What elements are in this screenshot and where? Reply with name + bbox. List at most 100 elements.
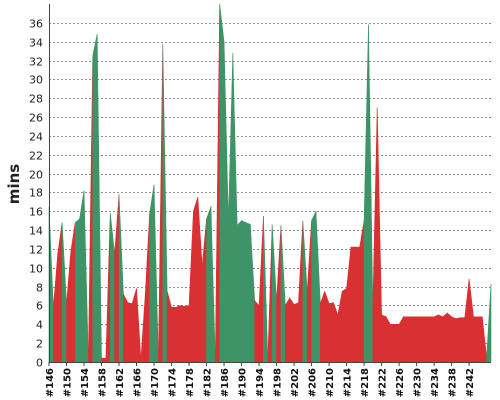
build-area-segment bbox=[184, 305, 190, 363]
build-area-segment bbox=[193, 197, 199, 363]
x-tick-label: #214 bbox=[343, 368, 354, 397]
build-area-segment bbox=[468, 279, 474, 363]
build-area-segment bbox=[359, 220, 365, 363]
y-tick-label: 26 bbox=[29, 112, 43, 125]
x-tick-label: #206 bbox=[308, 368, 319, 397]
build-area-segment bbox=[188, 211, 194, 363]
build-area-segment bbox=[398, 315, 404, 363]
y-tick-label: 36 bbox=[29, 18, 43, 31]
build-area-segment bbox=[61, 222, 67, 363]
build-area-segment bbox=[219, 3, 225, 363]
build-area-segment bbox=[166, 291, 172, 363]
build-area-segment bbox=[473, 316, 479, 363]
y-tick-label: 8 bbox=[36, 282, 43, 295]
x-tick-labels: #146 #150 #154 #158 #162 #166 #170 #174 #178 #182… bbox=[45, 362, 476, 397]
x-tick-label: #162 bbox=[115, 368, 126, 397]
build-area-segment bbox=[385, 315, 391, 363]
y-tick-label: 28 bbox=[29, 93, 43, 106]
x-tick-label: #150 bbox=[63, 368, 74, 397]
build-area-segment bbox=[407, 316, 413, 363]
build-area-segment bbox=[201, 218, 207, 363]
build-area-segment bbox=[162, 43, 168, 363]
x-tick-label: #154 bbox=[80, 368, 91, 397]
x-tick-label: #226 bbox=[395, 368, 406, 397]
y-tick-label: 18 bbox=[29, 187, 43, 200]
build-area-segment bbox=[438, 314, 444, 363]
x-tick-label: #170 bbox=[150, 368, 161, 397]
build-area-segment bbox=[324, 291, 330, 363]
build-area-segment bbox=[197, 197, 203, 363]
build-area-segment bbox=[486, 283, 492, 363]
build-area-segment bbox=[333, 302, 339, 363]
build-area-segment bbox=[276, 225, 282, 363]
build-area-segment bbox=[372, 107, 378, 363]
grid-lines bbox=[49, 23, 491, 344]
y-tick-label: 30 bbox=[29, 74, 43, 87]
x-tick-label: #222 bbox=[378, 368, 389, 397]
build-area-segment bbox=[280, 225, 286, 363]
build-area-segment bbox=[289, 296, 295, 363]
build-area-segment bbox=[271, 224, 277, 363]
y-tick-label: 0 bbox=[36, 357, 43, 370]
build-area-segment bbox=[57, 222, 63, 363]
x-tick-label: #198 bbox=[273, 368, 284, 397]
build-area-segment bbox=[355, 246, 361, 363]
build-area-segment bbox=[267, 224, 273, 363]
x-tick-label: #194 bbox=[255, 368, 266, 397]
build-area-segment bbox=[442, 312, 448, 363]
build-area-segment bbox=[88, 55, 94, 363]
build-area-segment bbox=[114, 194, 120, 363]
build-area-segment bbox=[66, 250, 72, 363]
build-area-segment bbox=[328, 302, 334, 363]
build-area-segment bbox=[236, 219, 242, 363]
build-area-segment bbox=[337, 291, 343, 363]
x-tick-label: #158 bbox=[98, 368, 109, 397]
x-tick-label: #186 bbox=[220, 368, 231, 397]
build-area-segment bbox=[206, 206, 212, 363]
x-tick-label: #190 bbox=[238, 368, 249, 397]
build-area-segment bbox=[429, 316, 435, 363]
y-tick-label: 24 bbox=[29, 131, 43, 144]
x-tick-label: #210 bbox=[325, 368, 336, 397]
build-area-segment bbox=[258, 215, 264, 363]
build-area-segment bbox=[455, 317, 461, 363]
build-area-segment bbox=[179, 305, 185, 363]
build-area-segment bbox=[175, 305, 181, 363]
build-area-segment bbox=[92, 34, 98, 363]
build-area-segment bbox=[390, 324, 396, 363]
x-tick-label: #166 bbox=[133, 368, 144, 397]
build-area-segment bbox=[254, 299, 260, 363]
x-tick-label: #174 bbox=[168, 368, 179, 397]
build-area-segment bbox=[118, 194, 124, 363]
build-area-segment bbox=[109, 213, 115, 363]
build-area-segment bbox=[311, 211, 317, 363]
build-area-segment bbox=[315, 211, 321, 363]
build-area-segment bbox=[446, 312, 452, 363]
build-area-segment bbox=[451, 316, 457, 363]
build-area-segment bbox=[149, 184, 155, 363]
y-tick-label: 12 bbox=[29, 244, 43, 257]
build-area-segment bbox=[53, 253, 59, 363]
build-area-segment bbox=[425, 316, 431, 363]
build-area-segment bbox=[363, 24, 369, 363]
build-area-segment bbox=[74, 218, 80, 363]
build-area-segment bbox=[140, 294, 146, 363]
build-time-areas bbox=[48, 3, 492, 363]
build-area-segment bbox=[79, 190, 85, 363]
build-area-segment bbox=[83, 190, 89, 363]
build-area-segment bbox=[350, 246, 356, 363]
build-area-segment bbox=[464, 279, 470, 363]
y-tick-label: 16 bbox=[29, 206, 43, 219]
axes bbox=[49, 4, 491, 363]
y-tick-label: 34 bbox=[29, 37, 43, 50]
y-tick-label: 6 bbox=[36, 300, 43, 313]
build-area-segment bbox=[394, 324, 400, 363]
y-tick-label: 2 bbox=[36, 338, 43, 351]
build-area-segment bbox=[320, 291, 326, 363]
build-area-segment bbox=[306, 220, 312, 363]
build-area-segment bbox=[433, 314, 439, 363]
build-area-segment bbox=[241, 220, 247, 363]
build-area-segment bbox=[341, 287, 347, 363]
